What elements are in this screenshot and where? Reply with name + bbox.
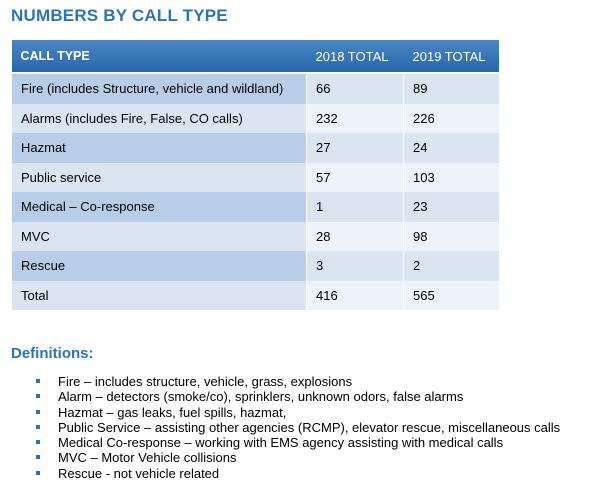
table-cell: Hazmat	[11, 133, 307, 163]
header-row: CALL TYPE 2018 TOTAL 2019 TOTAL	[11, 40, 499, 74]
definition-item: Alarm – detectors (smoke/co), sprinklers…	[0, 389, 560, 404]
table-cell: 2	[403, 251, 499, 281]
definitions-list: Fire – includes structure, vehicle, gras…	[0, 374, 560, 481]
definition-item: Hazmat – gas leaks, fuel spills, hazmat,	[0, 405, 560, 420]
table-row: Total 416 565	[11, 280, 499, 310]
table-row: Medical – Co-response 1 23	[11, 192, 499, 222]
table-row: Alarms (includes Fire, False, CO calls) 2…	[11, 103, 499, 133]
definitions-title: Definitions:	[11, 345, 94, 362]
table-cell: Alarms (includes Fire, False, CO calls)	[11, 103, 307, 133]
table-cell: Medical – Co-response	[11, 192, 307, 222]
definition-item: Fire – includes structure, vehicle, gras…	[0, 374, 560, 389]
table-cell: 23	[403, 192, 499, 222]
table-row: Public service 57 103	[11, 162, 499, 192]
table-cell: 226	[403, 103, 499, 133]
call-type-table: CALL TYPE 2018 TOTAL 2019 TOTAL Fire (incl…	[11, 40, 499, 310]
table-cell: Rescue	[11, 251, 307, 281]
table-row: Rescue 3 2	[11, 251, 499, 281]
table-cell: 1	[306, 192, 404, 222]
table-cell: Public service	[11, 162, 307, 192]
table-cell: MVC	[11, 221, 307, 251]
table-row: Fire (includes Structure, vehicle and wi…	[11, 73, 499, 104]
table-cell: 565	[403, 280, 499, 310]
column-header: 2019 TOTAL	[403, 40, 499, 74]
column-header: 2018 TOTAL	[306, 40, 404, 74]
table-cell: 98	[403, 221, 499, 251]
definition-item: MVC – Motor Vehicle collisions	[0, 450, 560, 465]
table-cell: 27	[306, 133, 404, 163]
table-cell: 416	[306, 280, 404, 310]
definition-item: Rescue - not vehicle related	[0, 466, 560, 481]
table-cell: 28	[306, 221, 404, 251]
definition-item: Medical Co-response – working with EMS a…	[0, 435, 560, 450]
table-cell: Total	[11, 280, 307, 310]
table-cell: 57	[306, 162, 404, 192]
table-cell: 89	[403, 73, 499, 104]
table-cell: 66	[306, 73, 404, 104]
table-row: Hazmat 27 24	[11, 133, 499, 163]
table-cell: 24	[403, 133, 499, 163]
table-cell: 3	[306, 251, 404, 281]
page-title: NUMBERS BY CALL TYPE	[11, 6, 228, 25]
table-cell: Fire (includes Structure, vehicle and wi…	[11, 73, 307, 104]
definition-item: Public Service – assisting other agencie…	[0, 420, 560, 435]
table-cell: 103	[403, 162, 499, 192]
column-header: CALL TYPE	[11, 40, 307, 74]
table-cell: 232	[306, 103, 404, 133]
table-row: MVC 28 98	[11, 221, 499, 251]
